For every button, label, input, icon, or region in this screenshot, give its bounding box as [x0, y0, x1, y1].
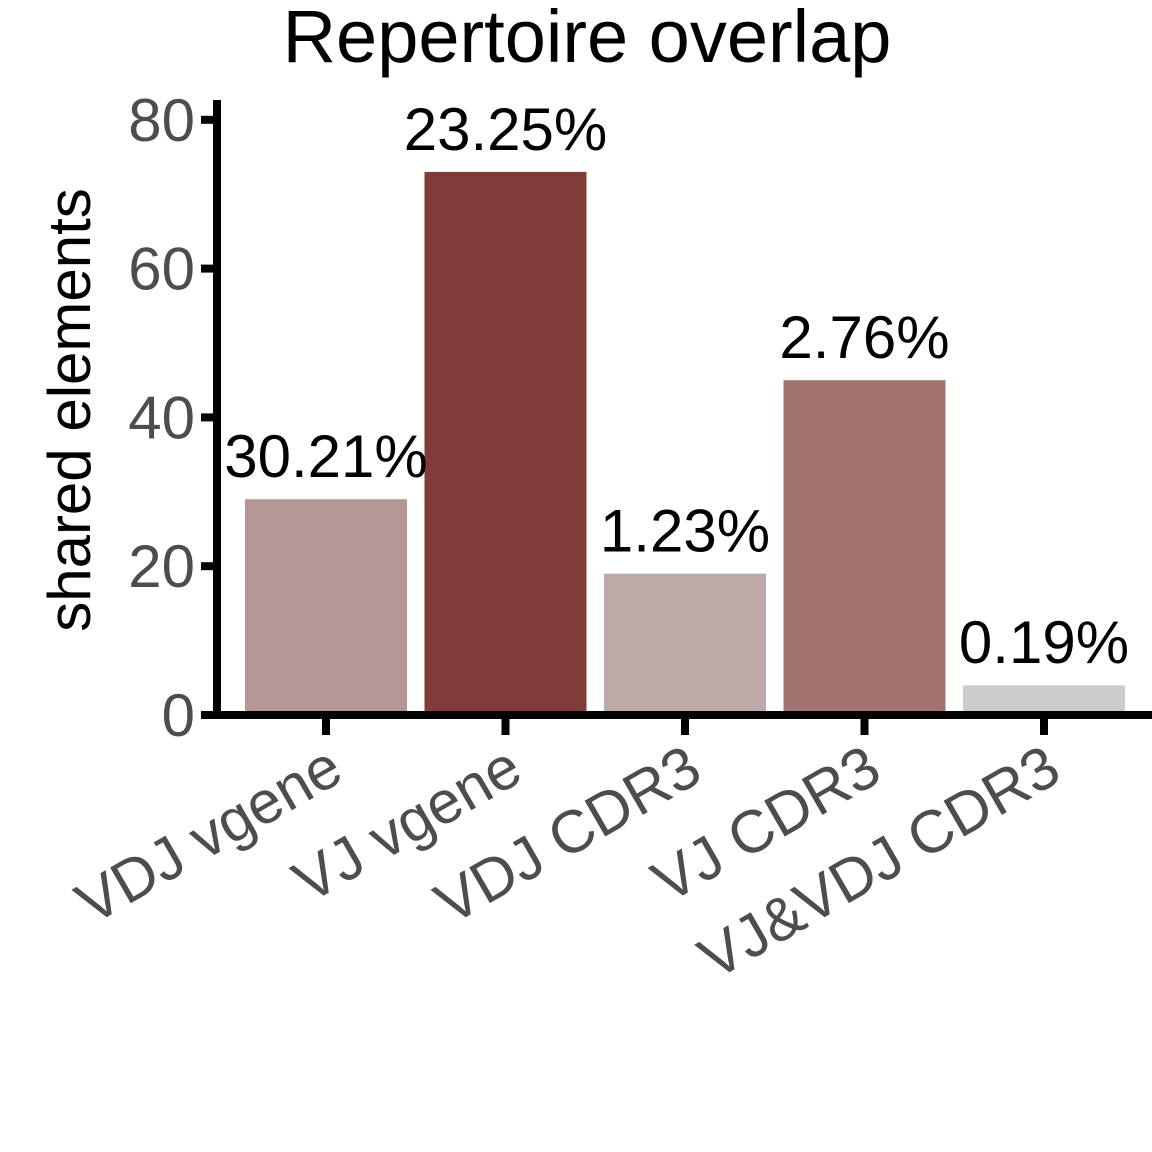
- data-label: 1.23%: [600, 498, 770, 565]
- y-tick-label: 40: [128, 384, 195, 451]
- chart-title: Repertoire overlap: [283, 0, 892, 78]
- y-axis-label: shared elements: [36, 188, 103, 632]
- y-tick-label: 0: [162, 682, 195, 749]
- bar-3: [604, 573, 766, 715]
- data-label: 2.76%: [779, 304, 949, 371]
- bar-2: [424, 171, 587, 715]
- y-tick-label: 20: [128, 533, 195, 600]
- bar-5: [963, 685, 1125, 715]
- bar-1: [245, 499, 407, 715]
- data-label: 0.19%: [959, 609, 1129, 676]
- y-tick-label: 60: [128, 236, 195, 303]
- data-label: 30.21%: [224, 423, 428, 490]
- data-label: 23.25%: [404, 96, 608, 163]
- y-tick-label: 80: [128, 87, 195, 154]
- bar-4: [783, 380, 946, 715]
